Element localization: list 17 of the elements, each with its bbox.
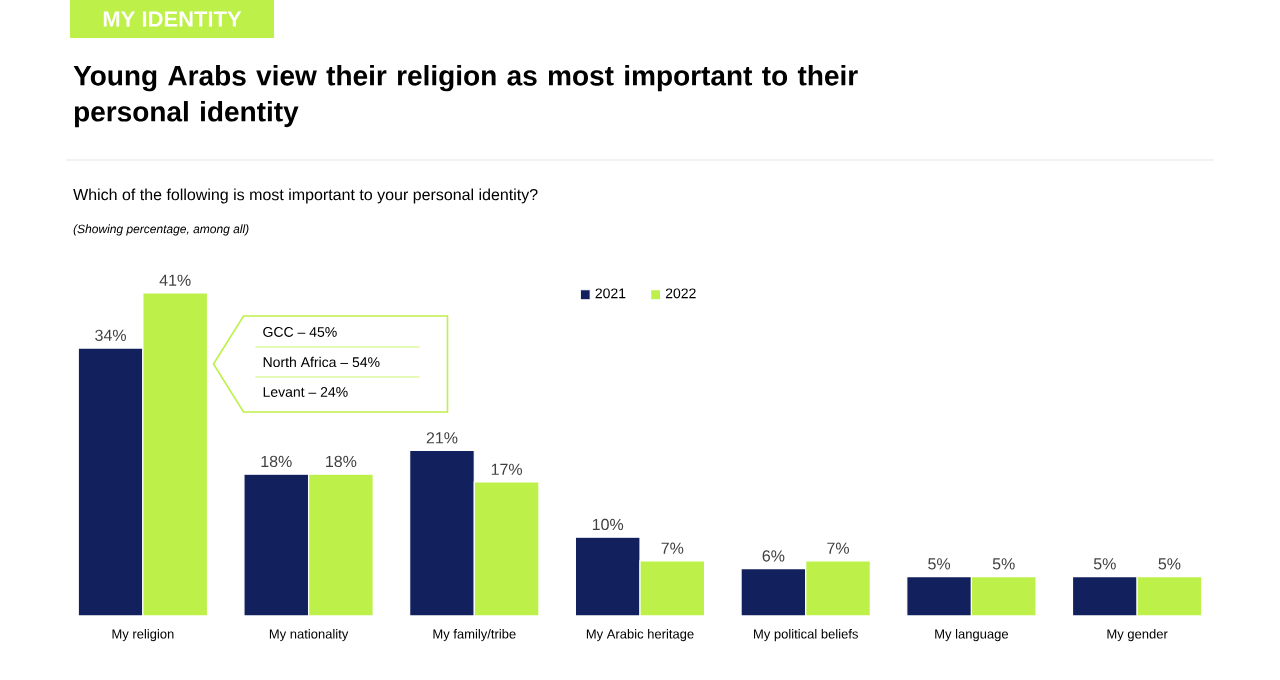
data-label: 5%: [928, 558, 951, 570]
data-label: 17%: [491, 463, 523, 475]
data-label: 7%: [661, 542, 684, 554]
data-label: 21%: [426, 432, 458, 444]
data-label: 10%: [592, 518, 624, 531]
data-label: 7%: [827, 542, 849, 554]
data-label: 34%: [95, 329, 126, 341]
chart-title: Young Arabs view their religion as most important to their personal identity: [73, 65, 858, 128]
chart-subtitle: Which of the following is most important to your personal identity?: [73, 188, 538, 204]
data-label: 5%: [1093, 558, 1116, 570]
data-label: 18%: [326, 455, 357, 468]
data-label: 18%: [261, 455, 292, 468]
data-label: 41%: [159, 274, 191, 286]
text: MY IDENTITY: [103, 11, 242, 27]
data-label: 5%: [1158, 558, 1181, 570]
data-label: 6%: [762, 550, 785, 562]
data-label: 5%: [992, 558, 1015, 570]
